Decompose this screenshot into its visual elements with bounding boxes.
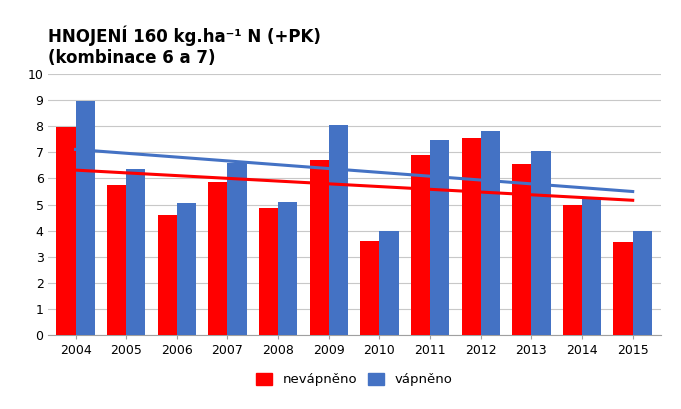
Bar bbox=[411, 155, 430, 335]
Bar bbox=[531, 151, 551, 335]
Bar bbox=[614, 243, 633, 335]
Bar bbox=[208, 182, 227, 335]
Bar bbox=[227, 163, 247, 335]
Bar bbox=[512, 164, 531, 335]
Bar bbox=[582, 199, 601, 335]
Bar bbox=[633, 231, 652, 335]
Legend: nevápněno, vápněno: nevápněno, vápněno bbox=[256, 373, 452, 387]
Bar bbox=[360, 241, 379, 335]
Bar bbox=[259, 209, 278, 335]
Bar bbox=[76, 101, 95, 335]
Bar bbox=[462, 138, 481, 335]
Bar bbox=[157, 215, 177, 335]
Bar bbox=[177, 203, 196, 335]
Bar bbox=[57, 127, 76, 335]
Bar bbox=[278, 202, 298, 335]
Text: HNOJENÍ 160 kg.ha⁻¹ N (+PK)
(kombinace 6 a 7): HNOJENÍ 160 kg.ha⁻¹ N (+PK) (kombinace 6… bbox=[48, 25, 321, 67]
Bar bbox=[481, 131, 500, 335]
Bar bbox=[329, 125, 348, 335]
Bar bbox=[563, 204, 582, 335]
Bar bbox=[310, 160, 329, 335]
Bar bbox=[107, 185, 126, 335]
Bar bbox=[126, 169, 146, 335]
Bar bbox=[379, 231, 398, 335]
Bar bbox=[430, 140, 449, 335]
